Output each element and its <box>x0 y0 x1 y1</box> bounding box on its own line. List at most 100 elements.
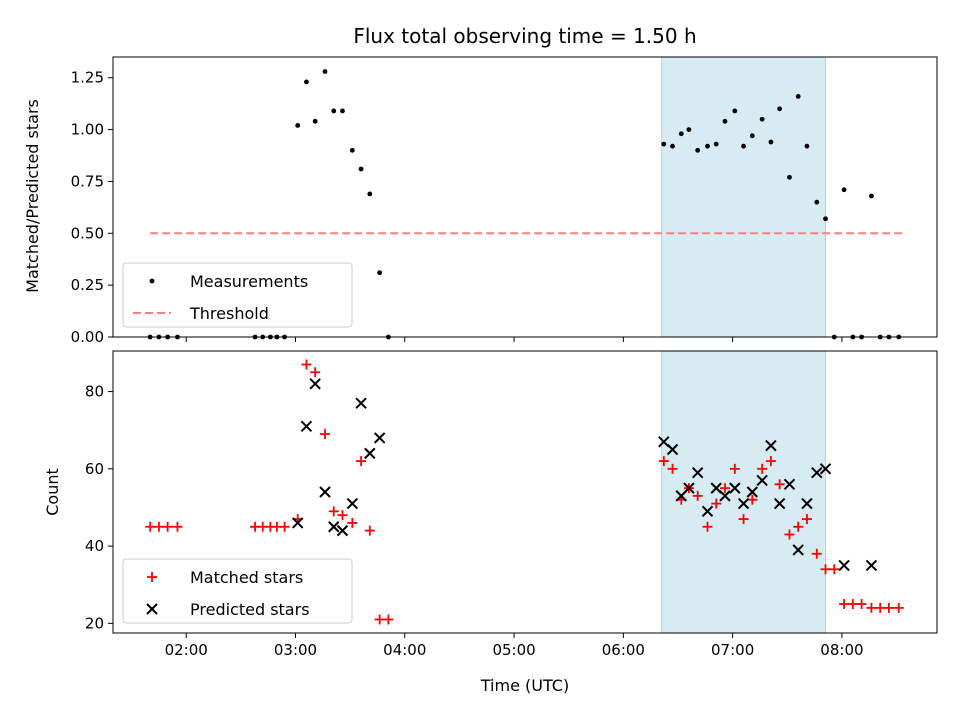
bottom-series1-point-17-b <box>719 490 731 502</box>
bottom-series0-point-18 <box>374 614 385 625</box>
bottom-series1-point-26 <box>801 497 813 510</box>
bottom-series1-point-1-b <box>300 420 313 433</box>
bottom-series1-point-0-b <box>291 517 304 529</box>
top-series0-point-38 <box>823 216 828 222</box>
top-series0-point-21 <box>670 143 675 149</box>
top-series0-point-27 <box>722 118 728 124</box>
bottom-series1-point-25 <box>792 544 804 556</box>
bottom-series0-point-27 <box>719 483 730 494</box>
top-series0-point-30 <box>749 133 755 139</box>
top-highlight-span <box>661 56 827 338</box>
chart-title: Flux total observing time = 1.50 h <box>353 24 696 48</box>
bottom-series1-point-16-b <box>710 482 722 494</box>
bottom-series0-point-16 <box>356 456 367 467</box>
bottom-series1-point-15-b <box>701 505 714 518</box>
bottom-series1-point-6 <box>346 497 359 510</box>
top-series0-point-37 <box>814 199 820 205</box>
bottom-panel: 20 40 60 80 02:00 03:00 04:00 05:00 06:00 07:00 08… <box>85 350 938 659</box>
top-y-axis-label: Matched/Predicted stars <box>23 99 42 293</box>
top-series0-point-36 <box>804 143 810 149</box>
top-series0-point-22 <box>678 131 684 137</box>
top-series0-point-18 <box>377 270 383 276</box>
bottom-series1-point-0 <box>291 517 304 529</box>
bottom-series0-point-35 <box>793 521 804 532</box>
bottom-series1-point-18-b <box>729 482 741 494</box>
bottom-series1-point-24 <box>783 478 796 490</box>
bottom-series1-point-28-b <box>819 463 832 475</box>
xtick-label-2: 04:00 <box>383 641 426 659</box>
top-series0-point-17 <box>367 191 373 197</box>
legend-predicted-marker <box>146 603 158 615</box>
bottom-series1-point-4-b <box>328 521 340 533</box>
bottom-series1-point-11-b <box>666 443 679 456</box>
bottom-series1-point-27-b <box>811 466 823 479</box>
top-series0-point-26 <box>713 141 719 147</box>
top-series0-point-40 <box>841 187 847 193</box>
top-series0-point-29 <box>741 143 746 149</box>
bottom-series0-point-0 <box>145 521 156 532</box>
top-ytick-label-5: 1.25 <box>71 69 104 87</box>
bottom-series0-point-45 <box>883 602 894 613</box>
xtick-label-1: 03:00 <box>274 641 317 659</box>
bottom-series1-point-29 <box>838 559 850 572</box>
bottom-series1-point-8 <box>364 447 376 460</box>
bottom-series1-point-22 <box>765 439 777 452</box>
bottom-series1-point-7 <box>355 397 367 409</box>
bottom-series0-point-12 <box>320 429 331 440</box>
top-series0-point-31 <box>759 116 765 122</box>
bottom-series0-point-33 <box>774 479 785 490</box>
bottom-legend-label-1: Predicted stars <box>190 600 310 619</box>
xtick-label-6: 08:00 <box>820 641 863 659</box>
bottom-series0-point-24 <box>692 490 703 501</box>
bottom-series1-point-5 <box>336 524 349 537</box>
bottom-ytick-label-0: 20 <box>85 614 104 632</box>
bottom-series0-point-42 <box>856 599 867 610</box>
top-series0-point-28 <box>732 108 738 114</box>
bottom-series1-point-18 <box>729 482 741 494</box>
bottom-series1-point-25-b <box>792 544 804 556</box>
top-series0-point-20 <box>661 141 667 147</box>
bottom-series0-point-11 <box>310 367 321 378</box>
bottom-series1-point-3 <box>319 486 331 498</box>
bottom-series1-point-17 <box>719 490 731 502</box>
bottom-series0-point-37 <box>811 548 822 559</box>
bottom-series1-point-26-b <box>801 497 813 510</box>
bottom-series1-point-20 <box>746 486 759 498</box>
bottom-series0-point-30 <box>747 494 758 505</box>
bottom-series0-point-29 <box>738 514 749 525</box>
xtick-label-0: 02:00 <box>165 641 208 659</box>
top-series0-point-33 <box>777 106 783 112</box>
bottom-legend-box <box>122 558 353 624</box>
bottom-series1-point-30 <box>865 559 878 572</box>
top-legend-label-0: Measurements <box>190 272 308 291</box>
bottom-series1-point-23 <box>773 497 786 510</box>
xtick-label-5: 07:00 <box>711 641 754 659</box>
bottom-series1-point-10-b <box>658 436 670 448</box>
bottom-series0-point-36 <box>801 514 812 525</box>
bottom-series1-point-20-b <box>746 486 759 498</box>
bottom-frame <box>112 350 938 634</box>
bottom-series0-point-15 <box>347 517 358 528</box>
top-ytick-label-4: 1.00 <box>71 121 104 139</box>
xtick-label-4: 06:00 <box>602 641 645 659</box>
bottom-series1-point-21 <box>756 474 768 487</box>
bottom-series1-point-2 <box>309 378 321 390</box>
bottom-series0-point-38 <box>820 564 831 575</box>
bottom-series0-point-10 <box>301 359 312 370</box>
bottom-ytick-label-2: 60 <box>85 460 104 478</box>
bottom-series1-point-11 <box>666 443 679 456</box>
bottom-series1-point-1 <box>300 420 313 433</box>
bottom-series1-point-28 <box>819 463 832 475</box>
top-legend-box <box>122 262 353 328</box>
top-series0-point-24 <box>695 147 701 153</box>
bottom-series1-point-13-b <box>683 482 695 494</box>
top-ytick-label-1: 0.25 <box>71 276 104 294</box>
bottom-series0-point-21 <box>667 463 678 474</box>
bottom-legend: Matched stars Predicted stars <box>122 558 353 624</box>
bottom-series1-point-7-b <box>355 397 367 409</box>
top-series0-point-14 <box>340 108 345 114</box>
bottom-series0-point-28 <box>729 463 740 474</box>
bottom-ytick-label-1: 40 <box>85 537 104 555</box>
bottom-series0-point-19 <box>383 614 394 625</box>
bottom-series1-point-30-b <box>865 559 878 572</box>
